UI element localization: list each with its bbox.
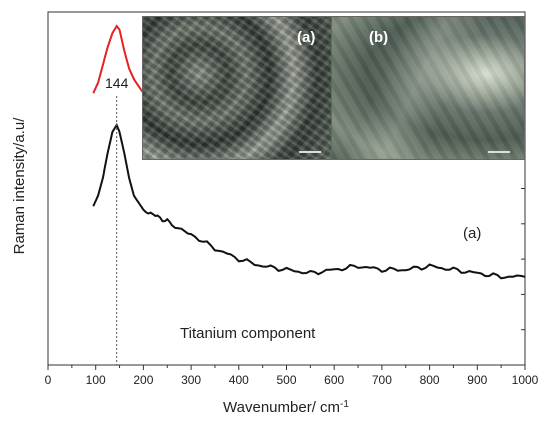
- x-tick-label: 200: [133, 373, 153, 387]
- inset-a-label: (a): [297, 29, 316, 46]
- x-tick-label: 400: [229, 373, 249, 387]
- x-tick-label: 800: [420, 373, 440, 387]
- x-tick-label: 100: [86, 373, 106, 387]
- x-axis: 0 100 200 300 400 500 600 700 800 900 1000: [45, 365, 539, 387]
- micrograph-inset-b: (b): [331, 16, 525, 160]
- x-axis-label-sup: -1: [340, 399, 349, 410]
- x-tick-label: 600: [324, 373, 344, 387]
- inset-a-scale-bar: [299, 151, 321, 153]
- x-axis-label: Wavenumber/ cm-1: [223, 399, 349, 417]
- series-label: (a): [463, 225, 481, 242]
- inset-b-scale-bar: [488, 151, 510, 153]
- peak-label: 144: [105, 75, 129, 91]
- inset-b-label: (b): [369, 29, 389, 46]
- x-tick-label: 500: [276, 373, 296, 387]
- x-tick-label: 900: [467, 373, 487, 387]
- component-label: Titanium component: [180, 325, 316, 342]
- y-axis-label: Raman intensity/a.u/: [11, 117, 28, 255]
- series-line-1: [92, 122, 526, 280]
- micrograph-inset-a: (a): [142, 16, 332, 160]
- x-tick-label: 300: [181, 373, 201, 387]
- x-tick-label: 0: [45, 373, 52, 387]
- x-tick-label: 700: [372, 373, 392, 387]
- x-tick-label: 1000: [512, 373, 539, 387]
